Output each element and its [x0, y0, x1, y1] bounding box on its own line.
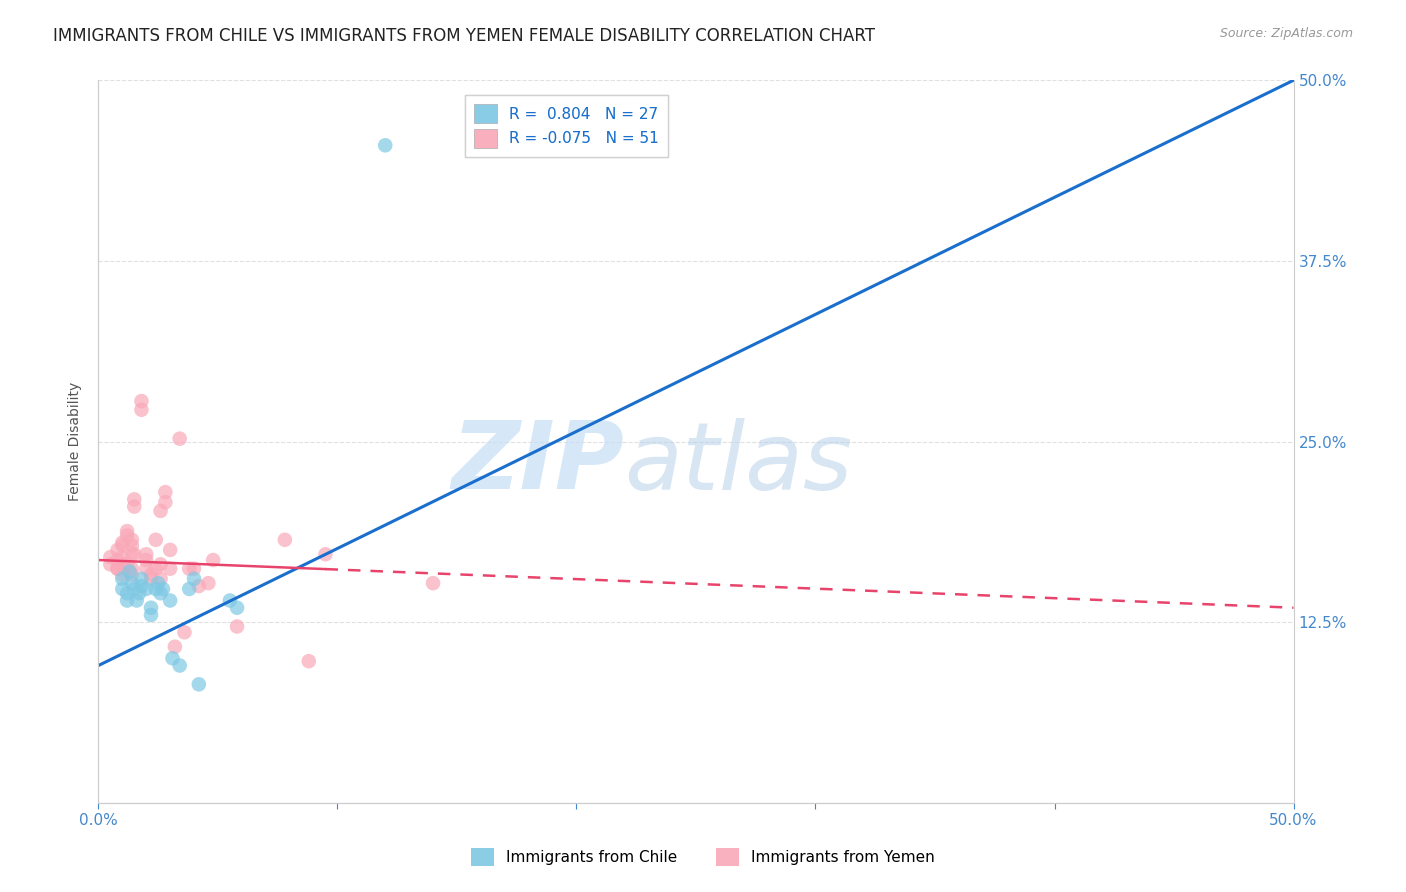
Point	[111, 582, 134, 596]
Point	[135, 582, 157, 596]
Point	[173, 625, 195, 640]
Point	[107, 542, 129, 557]
Point	[124, 492, 146, 507]
Point	[115, 524, 138, 538]
Point	[131, 394, 153, 409]
Point	[139, 600, 162, 615]
Point	[159, 593, 181, 607]
Point	[162, 651, 184, 665]
Point	[219, 593, 242, 607]
Point	[135, 562, 157, 576]
Text: atlas: atlas	[624, 417, 852, 508]
Point	[148, 576, 170, 591]
Point	[111, 539, 134, 553]
Point	[115, 586, 138, 600]
Point	[159, 542, 181, 557]
Point	[107, 562, 129, 576]
Point	[422, 576, 444, 591]
Point	[149, 586, 172, 600]
Point	[139, 572, 162, 586]
Point	[169, 432, 191, 446]
Point	[121, 539, 143, 553]
Point	[121, 547, 143, 561]
Point	[169, 658, 191, 673]
Point	[124, 547, 146, 561]
Point	[115, 528, 138, 542]
Point	[274, 533, 297, 547]
Point	[179, 562, 201, 576]
Point	[111, 572, 134, 586]
Point	[124, 582, 146, 596]
Point	[111, 558, 134, 572]
Point	[298, 654, 321, 668]
Point	[145, 582, 167, 596]
Point	[152, 582, 174, 596]
Point	[145, 562, 167, 576]
Point	[149, 558, 172, 572]
Y-axis label: Female Disability: Female Disability	[69, 382, 83, 501]
Point	[121, 567, 143, 582]
Point	[124, 500, 146, 514]
Text: IMMIGRANTS FROM CHILE VS IMMIGRANTS FROM YEMEN FEMALE DISABILITY CORRELATION CHA: IMMIGRANTS FROM CHILE VS IMMIGRANTS FROM…	[53, 27, 876, 45]
Point	[111, 550, 134, 565]
Point	[374, 138, 396, 153]
Legend: R =  0.804   N = 27, R = -0.075   N = 51: R = 0.804 N = 27, R = -0.075 N = 51	[464, 95, 668, 157]
Point	[118, 565, 141, 579]
Point	[187, 677, 209, 691]
Point	[121, 533, 143, 547]
Point	[315, 547, 337, 561]
Point	[135, 547, 157, 561]
Point	[111, 567, 134, 582]
Legend: Immigrants from Chile, Immigrants from Yemen: Immigrants from Chile, Immigrants from Y…	[463, 838, 943, 875]
Point	[139, 567, 162, 582]
Point	[98, 558, 122, 572]
Point	[149, 572, 172, 586]
Point	[121, 562, 143, 576]
Point	[155, 495, 177, 509]
Point	[131, 579, 153, 593]
Point	[115, 593, 138, 607]
Point	[159, 562, 181, 576]
Point	[98, 550, 122, 565]
Point	[128, 586, 150, 600]
Point	[121, 576, 143, 591]
Point	[187, 579, 209, 593]
Text: Source: ZipAtlas.com: Source: ZipAtlas.com	[1219, 27, 1353, 40]
Point	[107, 562, 129, 576]
Point	[226, 619, 249, 633]
Point	[202, 553, 225, 567]
Point	[107, 553, 129, 567]
Point	[145, 533, 167, 547]
Point	[115, 558, 138, 572]
Point	[197, 576, 219, 591]
Point	[135, 553, 157, 567]
Point	[139, 607, 162, 622]
Point	[131, 402, 153, 417]
Point	[155, 485, 177, 500]
Point	[183, 562, 205, 576]
Point	[163, 640, 186, 654]
Point	[179, 582, 201, 596]
Point	[125, 593, 148, 607]
Point	[183, 572, 205, 586]
Point	[149, 504, 172, 518]
Text: ZIP: ZIP	[451, 417, 624, 509]
Point	[226, 600, 249, 615]
Point	[111, 535, 134, 549]
Point	[131, 572, 153, 586]
